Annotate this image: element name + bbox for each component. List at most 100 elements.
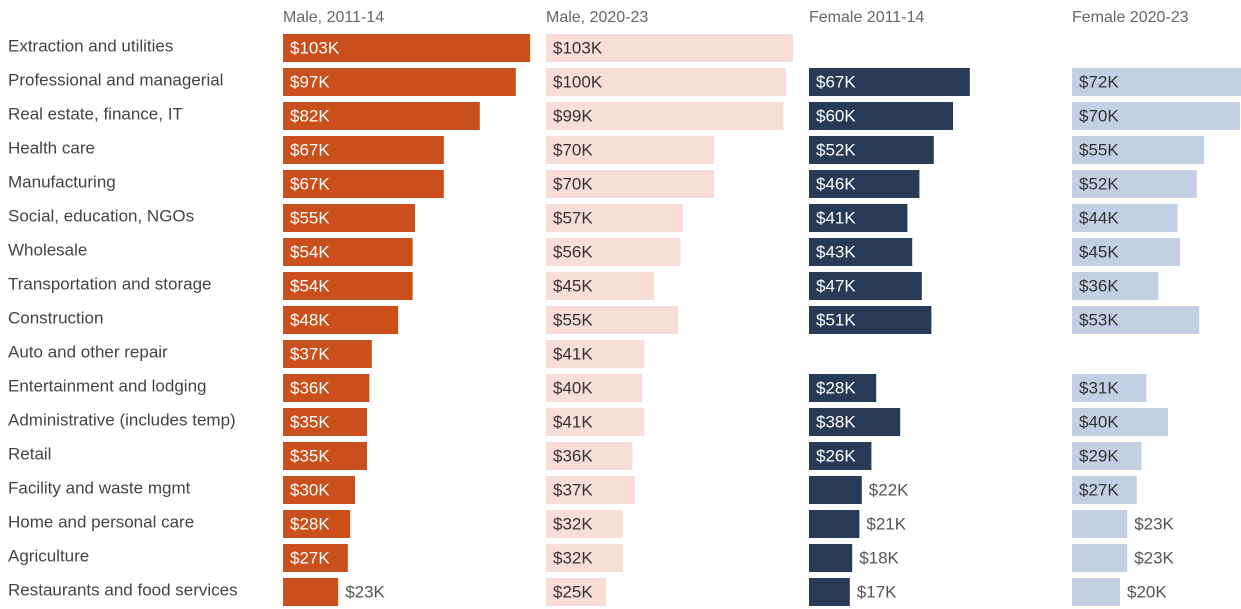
bar — [283, 102, 480, 130]
value-label: $67K — [290, 140, 330, 159]
category-label: Health care — [8, 138, 95, 157]
value-label: $56K — [553, 242, 593, 261]
value-label: $38K — [816, 412, 856, 431]
value-label: $32K — [553, 548, 593, 567]
value-label: $53K — [1079, 310, 1119, 329]
bar — [1072, 238, 1180, 266]
bar — [1072, 68, 1241, 96]
bar — [546, 170, 714, 198]
value-label: $54K — [290, 242, 330, 261]
bar — [1072, 374, 1147, 402]
bar — [546, 544, 623, 572]
bar — [546, 136, 714, 164]
bar — [283, 306, 399, 334]
category-label: Construction — [8, 308, 103, 327]
bar — [809, 272, 922, 300]
bar — [809, 68, 970, 96]
value-label: $70K — [1079, 106, 1119, 125]
bar — [809, 578, 850, 606]
value-label: $55K — [553, 310, 593, 329]
bar — [546, 238, 681, 266]
value-label: $67K — [816, 72, 856, 91]
bar — [283, 476, 355, 504]
value-label: $45K — [1079, 242, 1119, 261]
value-label: $99K — [553, 106, 593, 125]
value-label: $17K — [857, 582, 897, 601]
bar — [283, 408, 367, 436]
value-label: $36K — [290, 378, 330, 397]
bar — [546, 408, 645, 436]
category-label: Professional and managerial — [8, 70, 223, 89]
bar — [809, 544, 853, 572]
value-label: $57K — [553, 208, 593, 227]
value-label: $41K — [816, 208, 856, 227]
value-label: $45K — [553, 276, 593, 295]
value-label: $46K — [816, 174, 856, 193]
bar — [1072, 272, 1159, 300]
category-label: Administrative (includes temp) — [8, 410, 236, 429]
series-header: Male, 2020-23 — [546, 9, 648, 26]
value-label: $31K — [1079, 378, 1119, 397]
value-label: $23K — [1134, 514, 1174, 533]
bar — [809, 136, 934, 164]
bar — [809, 238, 913, 266]
category-label: Retail — [8, 444, 51, 463]
value-label: $23K — [1134, 548, 1174, 567]
value-label: $70K — [553, 140, 593, 159]
category-label: Restaurants and food services — [8, 580, 238, 599]
category-label: Facility and waste mgmt — [8, 478, 191, 497]
bar — [546, 306, 678, 334]
bar — [1072, 102, 1240, 130]
value-label: $48K — [290, 310, 330, 329]
value-label: $41K — [553, 412, 593, 431]
value-label: $43K — [816, 242, 856, 261]
value-label: $25K — [553, 582, 593, 601]
bar — [1072, 578, 1120, 606]
category-label: Real estate, finance, IT — [8, 104, 183, 123]
value-label: $40K — [553, 378, 593, 397]
bar — [283, 340, 372, 368]
value-label: $103K — [553, 38, 603, 57]
bar — [546, 374, 642, 402]
series-header: Male, 2011-14 — [283, 9, 384, 26]
bar — [1072, 544, 1128, 572]
bar — [283, 68, 516, 96]
bar — [809, 306, 932, 334]
value-label: $26K — [816, 446, 856, 465]
bar — [283, 204, 415, 232]
bar — [283, 136, 444, 164]
value-label: $70K — [553, 174, 593, 193]
value-label: $36K — [1079, 276, 1119, 295]
bar — [1072, 476, 1137, 504]
series-header: Female 2011-14 — [809, 9, 924, 26]
bar — [283, 374, 370, 402]
value-label: $100K — [553, 72, 603, 91]
bar — [546, 272, 654, 300]
bar — [1072, 204, 1178, 232]
bar — [809, 510, 860, 538]
category-label: Wholesale — [8, 240, 87, 259]
category-label: Manufacturing — [8, 172, 116, 191]
value-label: $36K — [553, 446, 593, 465]
value-label: $27K — [290, 548, 330, 567]
bar — [546, 204, 683, 232]
bar — [283, 272, 413, 300]
value-label: $37K — [290, 344, 330, 363]
value-label: $23K — [345, 582, 385, 601]
value-label: $52K — [816, 140, 856, 159]
value-label: $47K — [816, 276, 856, 295]
bar — [546, 340, 645, 368]
bar — [546, 34, 794, 62]
bar — [283, 510, 351, 538]
bar — [546, 476, 635, 504]
value-label: $67K — [290, 174, 330, 193]
bar — [809, 170, 920, 198]
value-label: $18K — [859, 548, 899, 567]
value-label: $32K — [553, 514, 593, 533]
value-label: $97K — [290, 72, 330, 91]
bar — [809, 204, 908, 232]
value-label: $21K — [866, 514, 906, 533]
value-label: $35K — [290, 446, 330, 465]
bar — [546, 442, 633, 470]
